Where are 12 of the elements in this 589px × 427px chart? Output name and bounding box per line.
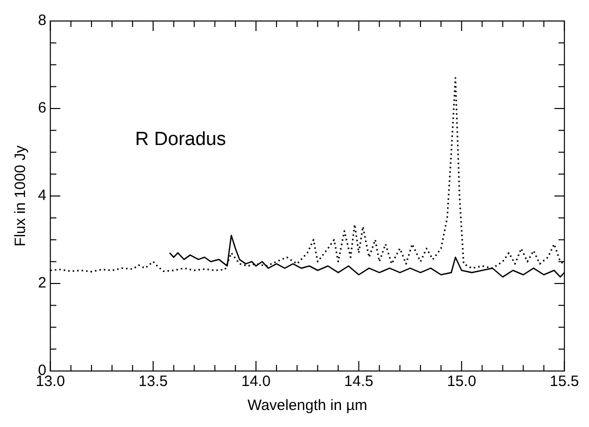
y-axis-title: Flux in 1000 Jy xyxy=(12,145,30,246)
x-tick-label: 15.0 xyxy=(446,373,476,390)
x-tick-label: 15.5 xyxy=(550,373,580,390)
x-tick-label: 14.5 xyxy=(344,373,374,390)
annotation: R Doradus xyxy=(135,129,226,150)
x-axis-title: Wavelength in µm xyxy=(247,397,368,414)
y-tick-label: 2 xyxy=(38,274,46,292)
x-tick-label: 13.5 xyxy=(138,373,168,390)
y-tick-label: 8 xyxy=(38,12,46,30)
y-tick-label: 6 xyxy=(38,100,46,117)
x-tick-label: 14.0 xyxy=(241,373,271,390)
y-tick-label: 4 xyxy=(38,187,46,204)
